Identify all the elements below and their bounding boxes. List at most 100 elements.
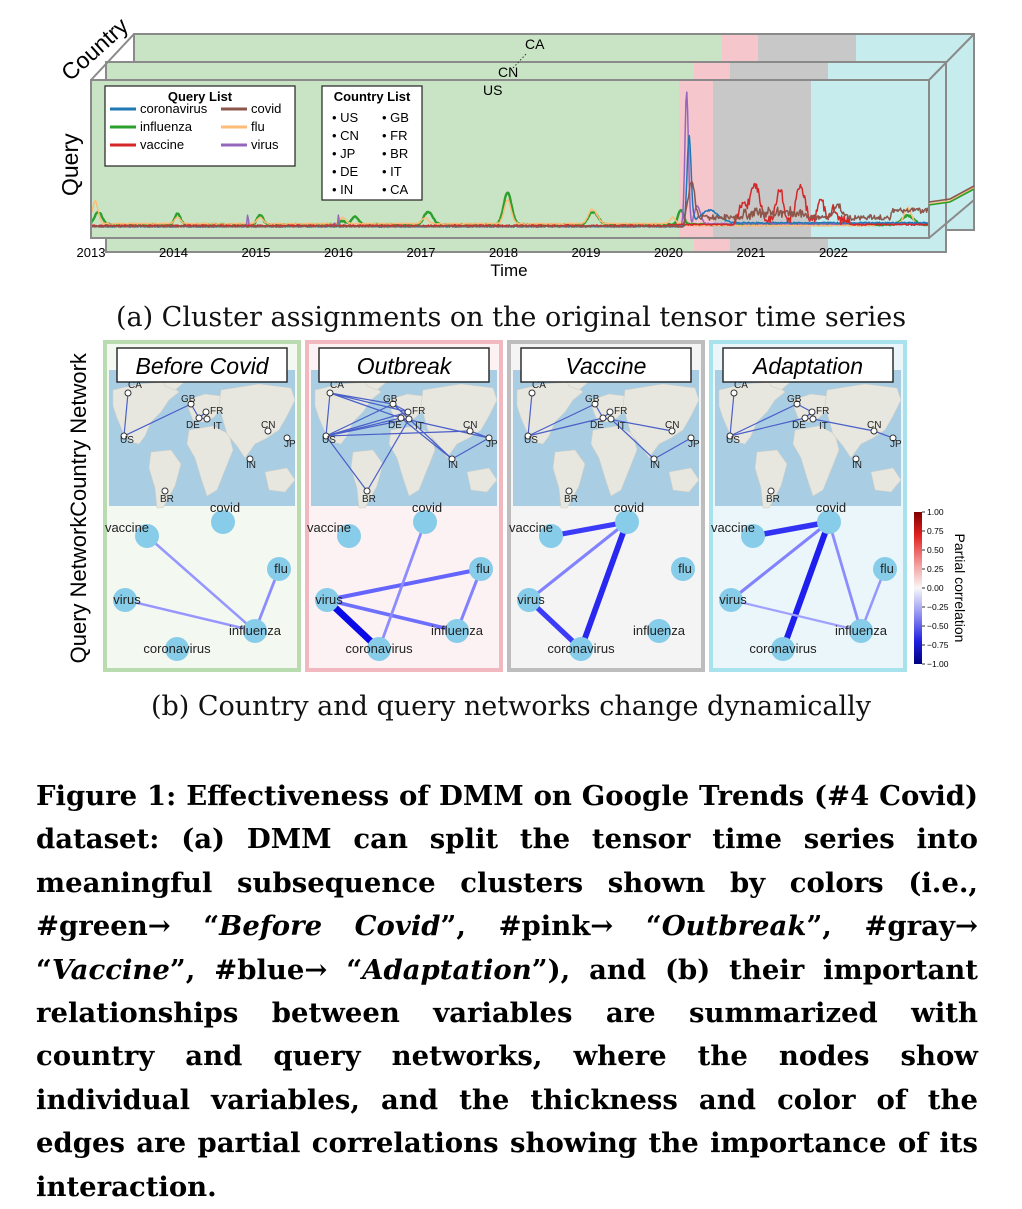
- country-edge: [527, 417, 604, 437]
- series-tail-flu: [928, 187, 975, 205]
- query-label-covid: covid: [412, 500, 442, 515]
- query-edge: [730, 520, 830, 602]
- country-edge: [653, 437, 692, 460]
- caption-b: (b) Country and query networks change dy…: [150, 691, 872, 722]
- world-map: CA US GB FR DE IT CN JP IN BR: [311, 370, 498, 509]
- city-label-in: IN: [852, 460, 862, 471]
- country-edge: [325, 430, 471, 437]
- query-edge: [550, 519, 628, 539]
- legend-item-covid: covid: [251, 101, 281, 116]
- city-node-ca: [326, 389, 334, 397]
- legend-item-coronavirus: coronavirus: [140, 101, 208, 116]
- city-label-fr: FR: [816, 406, 829, 417]
- city-node-de: [195, 414, 203, 422]
- query-label-coronavirus: coronavirus: [547, 641, 615, 656]
- city-node-fr: [606, 408, 614, 416]
- query-node-influenza: [445, 619, 469, 643]
- city-label-gb: GB: [585, 394, 600, 405]
- city-label-us: US: [120, 435, 134, 446]
- country-item-fr: • FR: [382, 128, 408, 143]
- layer-label-cn: CN: [498, 64, 518, 80]
- city-label-ca: CA: [532, 380, 546, 391]
- country-item-ca: • CA: [382, 182, 409, 197]
- country-edge: [400, 417, 453, 460]
- legend-item-influenza: influenza: [140, 119, 193, 134]
- city-node-br: [565, 487, 573, 495]
- city-label-jp: JP: [284, 439, 296, 450]
- city-label-in: IN: [246, 460, 256, 471]
- caption-text-2: ”, #pink→ “: [440, 910, 662, 943]
- city-node-fr: [808, 408, 816, 416]
- city-label-us: US: [524, 435, 538, 446]
- country-edge: [602, 417, 673, 432]
- panel-title: Before Covid: [136, 353, 270, 379]
- country-item-in: • IN: [332, 182, 353, 197]
- query-node-flu: [469, 557, 493, 581]
- query-label-covid: covid: [816, 500, 846, 515]
- country-edge: [325, 411, 409, 437]
- panel-vaccine: CA US GB FR DE IT CN JP IN BR Vaccine vaccine covid f…: [507, 340, 705, 672]
- city-label-jp: JP: [486, 439, 498, 450]
- city-label-cn: CN: [261, 420, 275, 431]
- city-node-us: [524, 432, 532, 440]
- query-node-coronavirus: [771, 637, 795, 661]
- query-list-title: Query List: [168, 89, 233, 104]
- city-node-gb: [389, 400, 397, 408]
- city-node-in: [852, 455, 860, 463]
- city-node-cn: [466, 427, 474, 435]
- series-covid: [90, 180, 930, 228]
- query-edge: [528, 520, 628, 602]
- x-tick-label: 2019: [572, 245, 601, 260]
- query-label-coronavirus: coronavirus: [345, 641, 413, 656]
- city-label-ca: CA: [128, 380, 142, 391]
- axis-y-label: Query: [57, 133, 83, 196]
- query-label-influenza: influenza: [835, 623, 888, 638]
- city-node-jp: [283, 434, 291, 442]
- panel-adaptation: CA US GB FR DE IT CN JP IN BR Adaptation vaccine cov…: [709, 340, 907, 672]
- city-node-cn: [264, 427, 272, 435]
- query-network: vaccine covid flu virus influenza coronavirus: [105, 500, 291, 661]
- x-tick-label: 2022: [819, 245, 848, 260]
- country-item-de: • DE: [332, 164, 359, 179]
- city-label-fr: FR: [412, 406, 425, 417]
- query-label-flu: flu: [678, 561, 692, 576]
- query-label-flu: flu: [274, 561, 288, 576]
- city-node-ca: [528, 389, 536, 397]
- city-node-us: [726, 432, 734, 440]
- country-edge: [812, 418, 875, 432]
- query-node-virus: [315, 588, 339, 612]
- panel-title: Adaptation: [751, 353, 863, 379]
- country-edge: [527, 403, 596, 437]
- country-edge: [729, 417, 806, 437]
- country-item-us: • US: [332, 110, 359, 125]
- country-edge: [329, 392, 409, 413]
- colorbar-tick: 0.75: [927, 526, 944, 536]
- x-tick-label: 2017: [407, 245, 436, 260]
- legend-item-flu: flu: [251, 119, 265, 134]
- country-item-gb: • GB: [382, 110, 409, 125]
- city-node-gb: [187, 400, 195, 408]
- x-tick-label: 2020: [654, 245, 683, 260]
- city-label-in: IN: [650, 460, 660, 471]
- city-label-jp: JP: [890, 439, 902, 450]
- world-map: CA US GB FR DE IT CN JP IN BR: [109, 370, 296, 509]
- query-network: vaccine covid flu virus influenza coronavirus: [509, 500, 695, 661]
- city-node-gb: [793, 400, 801, 408]
- country-item-br: • BR: [382, 146, 408, 161]
- city-node-de: [599, 414, 607, 422]
- query-node-vaccine: [539, 524, 563, 548]
- country-edge: [729, 403, 798, 437]
- axis-x-label: Time: [490, 261, 527, 280]
- query-list-legend: Query List coronavirus covid influenza flu v…: [104, 85, 296, 167]
- query-edge: [326, 567, 482, 602]
- query-edge: [124, 598, 256, 633]
- query-node-vaccine: [337, 524, 361, 548]
- query-node-vaccine: [741, 524, 765, 548]
- x-tick-label: 2015: [242, 245, 271, 260]
- legend-item-vaccine: vaccine: [140, 137, 184, 152]
- query-node-flu: [267, 557, 291, 581]
- query-label-influenza: influenza: [229, 623, 282, 638]
- query-label-vaccine: vaccine: [307, 520, 351, 535]
- city-label-gb: GB: [383, 394, 398, 405]
- query-node-influenza: [849, 619, 873, 643]
